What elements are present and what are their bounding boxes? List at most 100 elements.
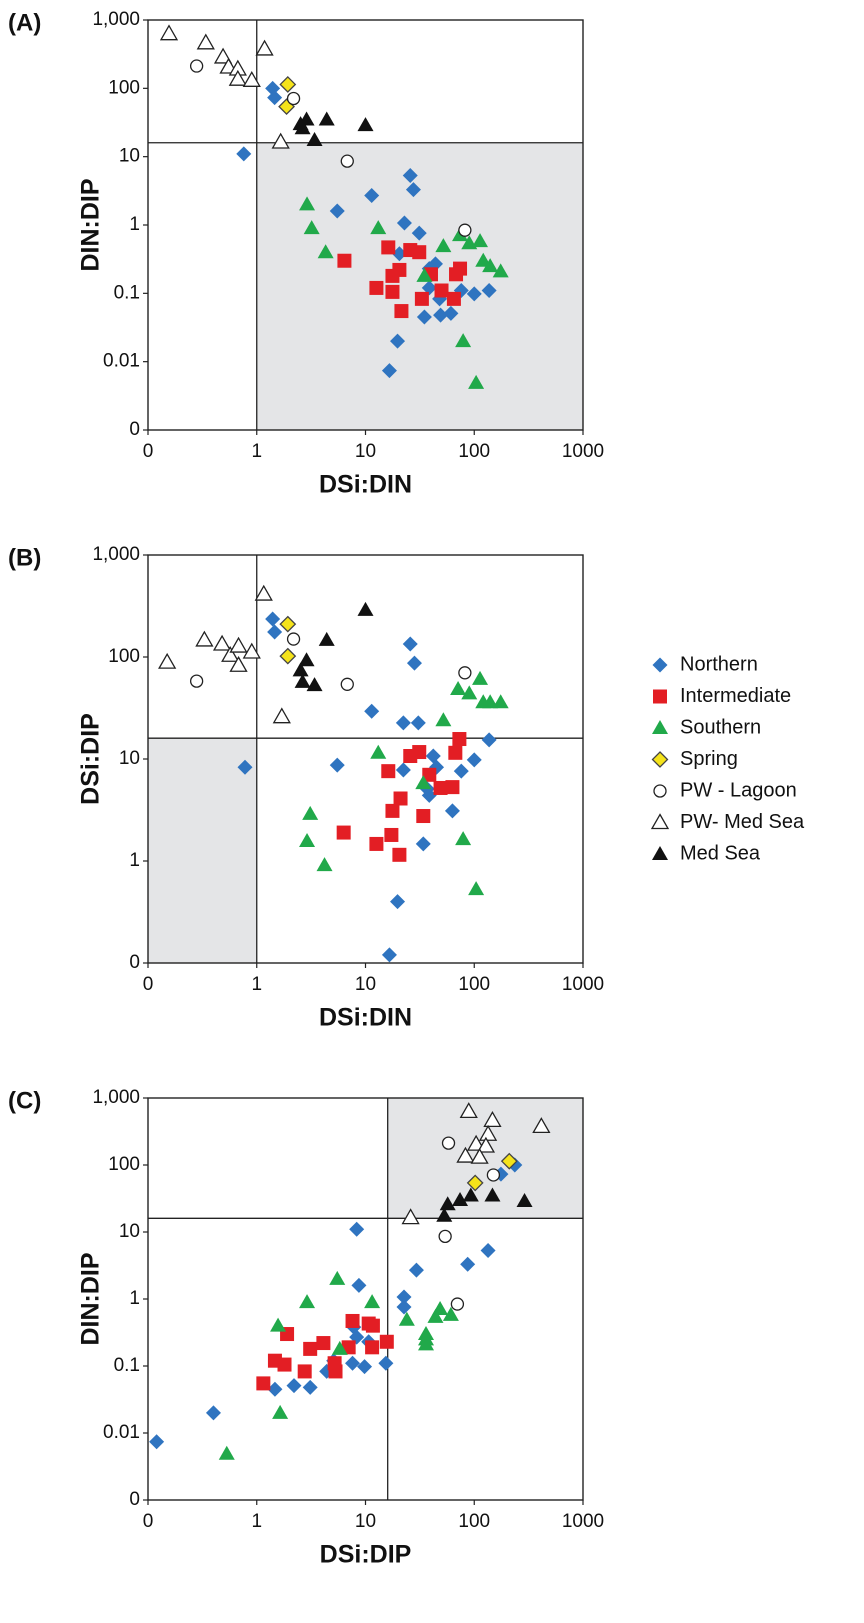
data-point <box>472 233 489 248</box>
legend-label: PW- Med Sea <box>680 811 805 833</box>
data-point <box>212 634 232 651</box>
data-point <box>237 759 253 775</box>
series-group: Spring <box>279 615 297 665</box>
y-tick-label: 1 <box>129 214 140 235</box>
x-tick-label: 0 <box>143 1511 154 1532</box>
data-point <box>435 712 452 727</box>
data-point <box>410 715 426 731</box>
data-point <box>453 763 469 779</box>
y-tick-label: 0 <box>129 1489 140 1510</box>
y-tick-label: 1 <box>129 1288 140 1309</box>
data-point <box>381 240 396 255</box>
series-group: Southern <box>299 670 509 896</box>
x-tick-label: 10 <box>355 974 376 995</box>
data-point <box>396 1289 412 1305</box>
series-group: Med Sea <box>436 1187 533 1222</box>
data-point <box>345 1313 360 1328</box>
data-point <box>396 215 412 231</box>
data-point <box>412 745 427 760</box>
data-point <box>381 947 397 963</box>
legend-label: Southern <box>680 716 761 738</box>
data-point <box>272 1404 289 1419</box>
series-group: Intermediate <box>256 1313 394 1391</box>
data-point <box>294 120 311 135</box>
data-point <box>414 291 429 306</box>
x-tick-label: 10 <box>355 1511 376 1532</box>
data-point <box>438 1229 452 1244</box>
data-point <box>297 1364 312 1379</box>
data-point <box>422 767 437 782</box>
data-point <box>302 805 319 820</box>
data-point <box>484 1187 501 1202</box>
data-point <box>286 91 301 106</box>
data-point <box>476 1136 496 1153</box>
data-point <box>398 1311 415 1326</box>
data-point <box>351 1277 367 1293</box>
data-point <box>345 1355 361 1371</box>
data-point <box>482 694 499 709</box>
data-point <box>195 630 214 647</box>
data-point <box>466 286 482 302</box>
data-point <box>292 662 309 677</box>
panel-label: (A) <box>8 9 41 36</box>
data-point <box>149 1434 165 1450</box>
x-axis-label: DSi:DIP <box>320 1541 412 1569</box>
y-tick-label: 0.01 <box>103 1422 140 1443</box>
data-point <box>379 1334 394 1349</box>
data-point <box>369 836 384 851</box>
data-point <box>218 1445 235 1460</box>
x-tick-label: 1000 <box>562 974 604 995</box>
x-tick-label: 1 <box>251 441 262 462</box>
data-point <box>357 601 374 616</box>
data-point <box>445 780 460 795</box>
y-tick-label: 100 <box>108 1154 140 1175</box>
data-point <box>331 1340 348 1355</box>
x-axis-label: DSi:DIN <box>319 471 412 499</box>
data-point <box>452 1192 469 1207</box>
data-point <box>205 1405 221 1421</box>
data-point <box>229 655 248 672</box>
data-point <box>158 652 177 669</box>
data-point <box>433 780 448 795</box>
data-point <box>459 1102 478 1119</box>
data-point <box>486 1168 501 1182</box>
data-point <box>468 374 485 389</box>
data-point <box>329 1270 346 1285</box>
x-tick-label: 1000 <box>562 441 604 462</box>
x-tick-label: 10 <box>355 441 376 462</box>
series-group: Northern <box>236 80 497 379</box>
y-tick-label: 100 <box>108 646 140 667</box>
data-point <box>405 182 421 198</box>
y-axis-label: DIN:DIP <box>77 1252 105 1345</box>
panel-label: (B) <box>8 544 41 571</box>
data-point <box>221 645 240 662</box>
data-point <box>364 1294 381 1309</box>
data-point <box>433 307 449 323</box>
data-point <box>392 262 407 277</box>
data-point <box>189 59 204 73</box>
legend-marker <box>652 846 668 860</box>
legend-label: Med Sea <box>680 842 761 864</box>
data-point <box>532 1117 551 1134</box>
data-point <box>435 238 452 253</box>
legend-marker <box>653 784 667 798</box>
y-tick-label: 100 <box>108 77 140 98</box>
y-tick-label: 0 <box>129 952 140 973</box>
data-point <box>317 244 334 259</box>
legend-marker <box>652 720 668 734</box>
data-point <box>236 146 252 162</box>
x-tick-label: 100 <box>458 1511 490 1532</box>
shaded-quadrant <box>148 738 257 963</box>
data-point <box>242 71 261 87</box>
x-tick-label: 1000 <box>562 1511 604 1532</box>
data-point <box>329 757 345 773</box>
data-point <box>365 1318 380 1333</box>
data-point <box>500 1152 518 1170</box>
data-point <box>302 1379 318 1395</box>
data-point <box>329 203 345 219</box>
data-point <box>455 831 472 846</box>
data-point <box>441 1136 456 1150</box>
series-group: Southern <box>299 196 509 389</box>
data-point <box>415 775 432 790</box>
data-point <box>456 1146 475 1163</box>
